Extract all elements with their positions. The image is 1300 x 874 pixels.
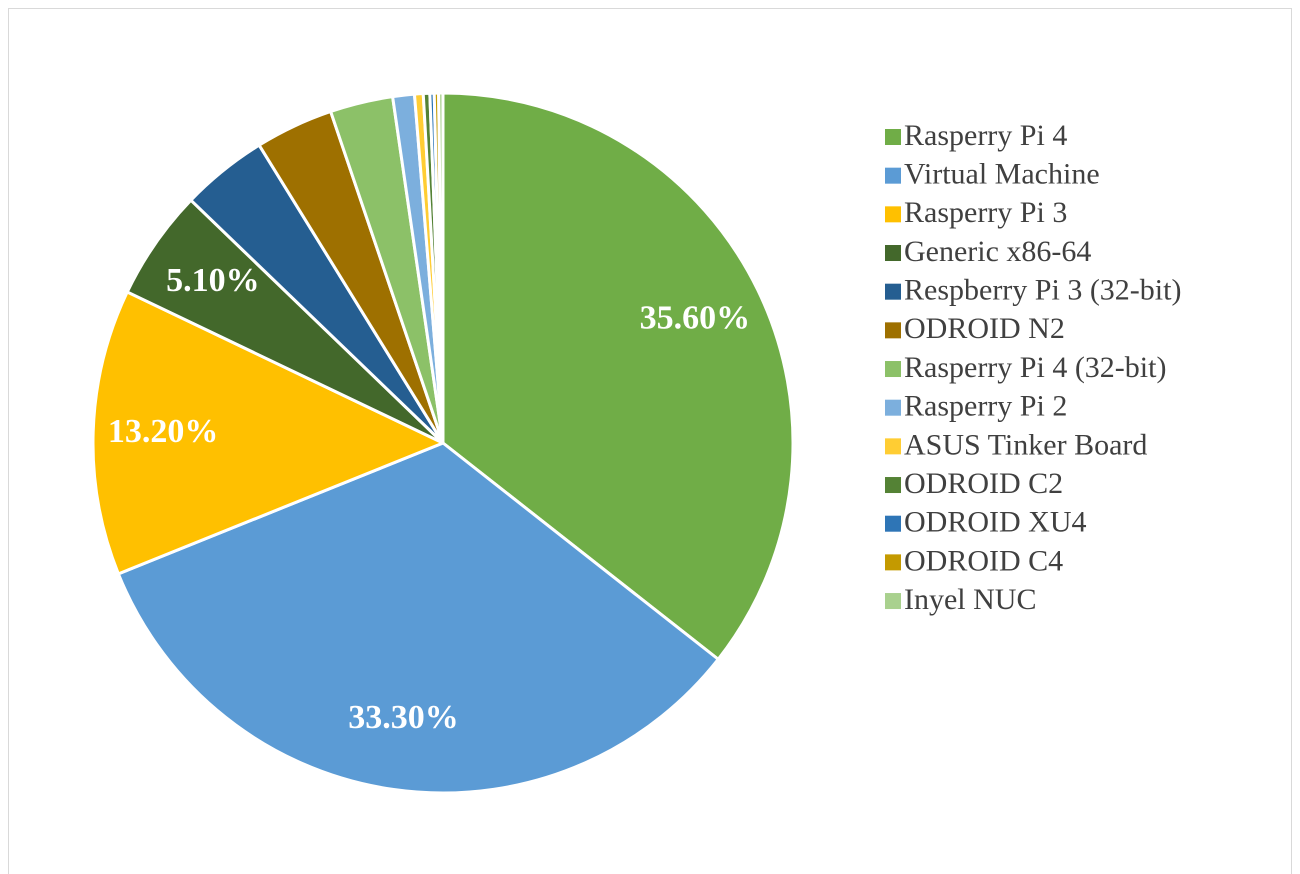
- data-label: 13.20%: [108, 413, 219, 450]
- legend-swatch: [885, 361, 901, 378]
- legend-swatch: [885, 283, 901, 300]
- legend-label: Virtual Machine: [904, 158, 1100, 191]
- legend-swatch: [885, 129, 901, 145]
- legend-label: ODROID C2: [904, 467, 1063, 500]
- legend-swatch: [885, 245, 901, 262]
- legend-label: Generic x86-64: [904, 235, 1091, 268]
- legend-swatch: [885, 167, 901, 184]
- legend-label: ODROID N2: [904, 312, 1065, 345]
- legend-swatch: [885, 593, 901, 610]
- pie-slice: [441, 91, 795, 661]
- legend-swatch: [885, 322, 901, 339]
- legend-swatch: [885, 399, 901, 416]
- legend-label: Rasperry Pi 4 (32-bit): [904, 351, 1166, 384]
- legend-label: Rasperry Pi 3: [904, 196, 1067, 229]
- data-label: 33.30%: [348, 699, 459, 736]
- chart-frame: [8, 8, 1292, 874]
- legend-swatch: [885, 438, 901, 455]
- pie-slice: [91, 290, 445, 576]
- legend-label: ASUS Tinker Board: [904, 428, 1147, 461]
- legend-label: Inyel NUC: [904, 583, 1036, 616]
- legend-swatch: [885, 477, 901, 494]
- legend-label: Rasperry Pi 2: [904, 390, 1067, 423]
- legend-label: Rasperry Pi 4: [904, 119, 1067, 152]
- legend-swatch: [885, 515, 901, 532]
- data-label: 5.10%: [166, 262, 260, 299]
- legend-swatch: [885, 554, 901, 571]
- data-label: 35.60%: [640, 299, 751, 336]
- legend-label: ODROID XU4: [904, 506, 1087, 539]
- legend-label: ODROID C4: [904, 544, 1063, 577]
- pie-slice: [437, 91, 445, 445]
- legend-swatch: [885, 206, 901, 223]
- legend-label: Respberry Pi 3 (32-bit): [904, 274, 1181, 307]
- pie-slice: [116, 441, 720, 795]
